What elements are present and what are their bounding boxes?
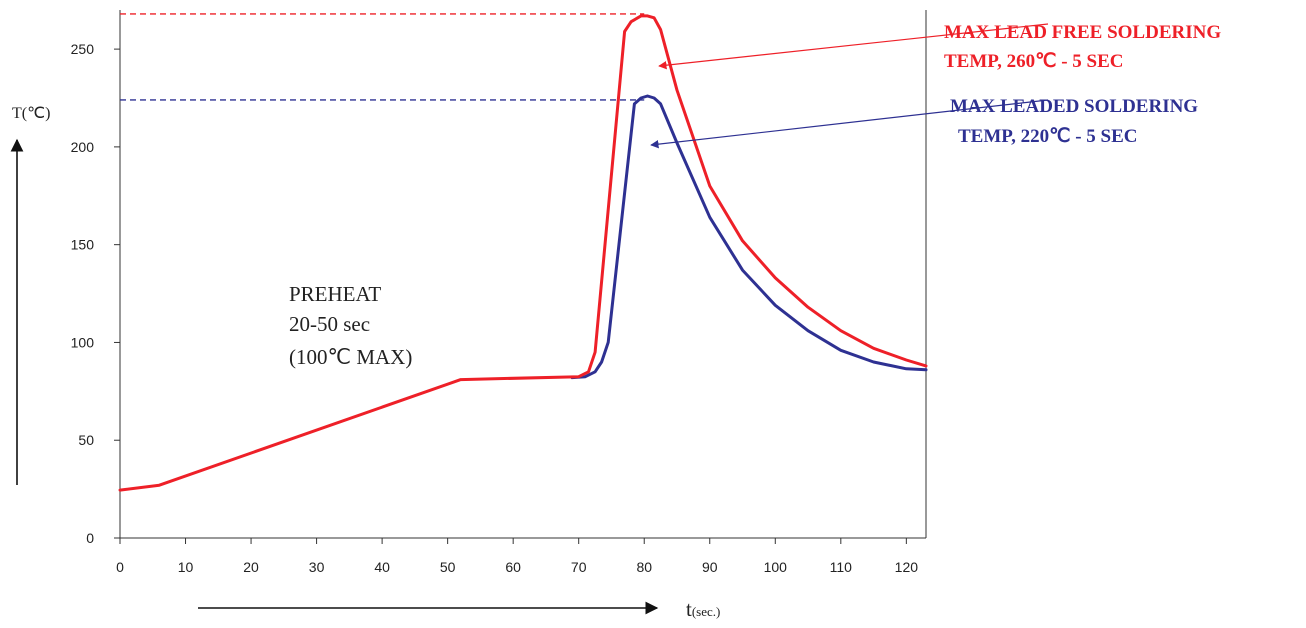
series	[118, 14, 928, 492]
y-tick-label: 250	[71, 41, 95, 57]
x-axis-label: t(sec.)	[686, 597, 720, 621]
x-tick-label: 30	[309, 559, 325, 575]
lead-free-annotation-line2: TEMP, 260℃ - 5 SEC	[944, 51, 1124, 72]
x-tick-label: 120	[895, 559, 919, 575]
x-tick-label: 60	[505, 559, 521, 575]
axes	[119, 10, 927, 539]
x-tick-label: 40	[374, 559, 390, 575]
leaded-annotation-line1: MAX LEADED SOLDERING	[950, 96, 1198, 117]
y-axis-label: T(℃)	[12, 105, 50, 122]
x-tick-label: 50	[440, 559, 456, 575]
x-tick-label: 80	[636, 559, 652, 575]
leaded-annotation-arrow	[650, 99, 1049, 149]
x-axis-label-unit: (sec.)	[692, 604, 721, 619]
lead-free-annotation-arrow	[658, 23, 1049, 70]
x-tick-label: 0	[116, 559, 124, 575]
preheat-max: (100℃ MAX)	[289, 345, 412, 369]
y-tick-label: 150	[71, 237, 95, 253]
y-tick-label: 0	[86, 530, 94, 546]
x-ticks: 0 10 20 30 40 50 60 70 80 90 100 110 120	[116, 538, 918, 575]
preheat-duration: 20-50 sec	[289, 312, 370, 336]
x-tick-label: 110	[830, 559, 853, 575]
y-tick-label: 50	[78, 432, 94, 448]
lead-free-annotation-line1: MAX LEAD FREE SOLDERING	[944, 22, 1221, 43]
x-axis-label-t: t	[686, 597, 692, 621]
lead-free-profile-line	[118, 14, 928, 492]
x-tick-label: 90	[702, 559, 718, 575]
reference-lines	[120, 13, 645, 101]
x-tick-label: 100	[764, 559, 788, 575]
preheat-label: PREHEAT	[289, 282, 381, 306]
x-tick-label: 20	[243, 559, 259, 575]
y-ticks: 0 50 100 150 200 250	[71, 41, 120, 546]
x-tick-label: 70	[571, 559, 587, 575]
leaded-profile-line	[570, 94, 928, 380]
y-tick-label: 200	[71, 139, 95, 155]
y-tick-label: 100	[71, 334, 95, 350]
x-tick-label: 10	[178, 559, 194, 575]
leaded-annotation-line2: TEMP, 220℃ - 5 SEC	[958, 126, 1138, 147]
